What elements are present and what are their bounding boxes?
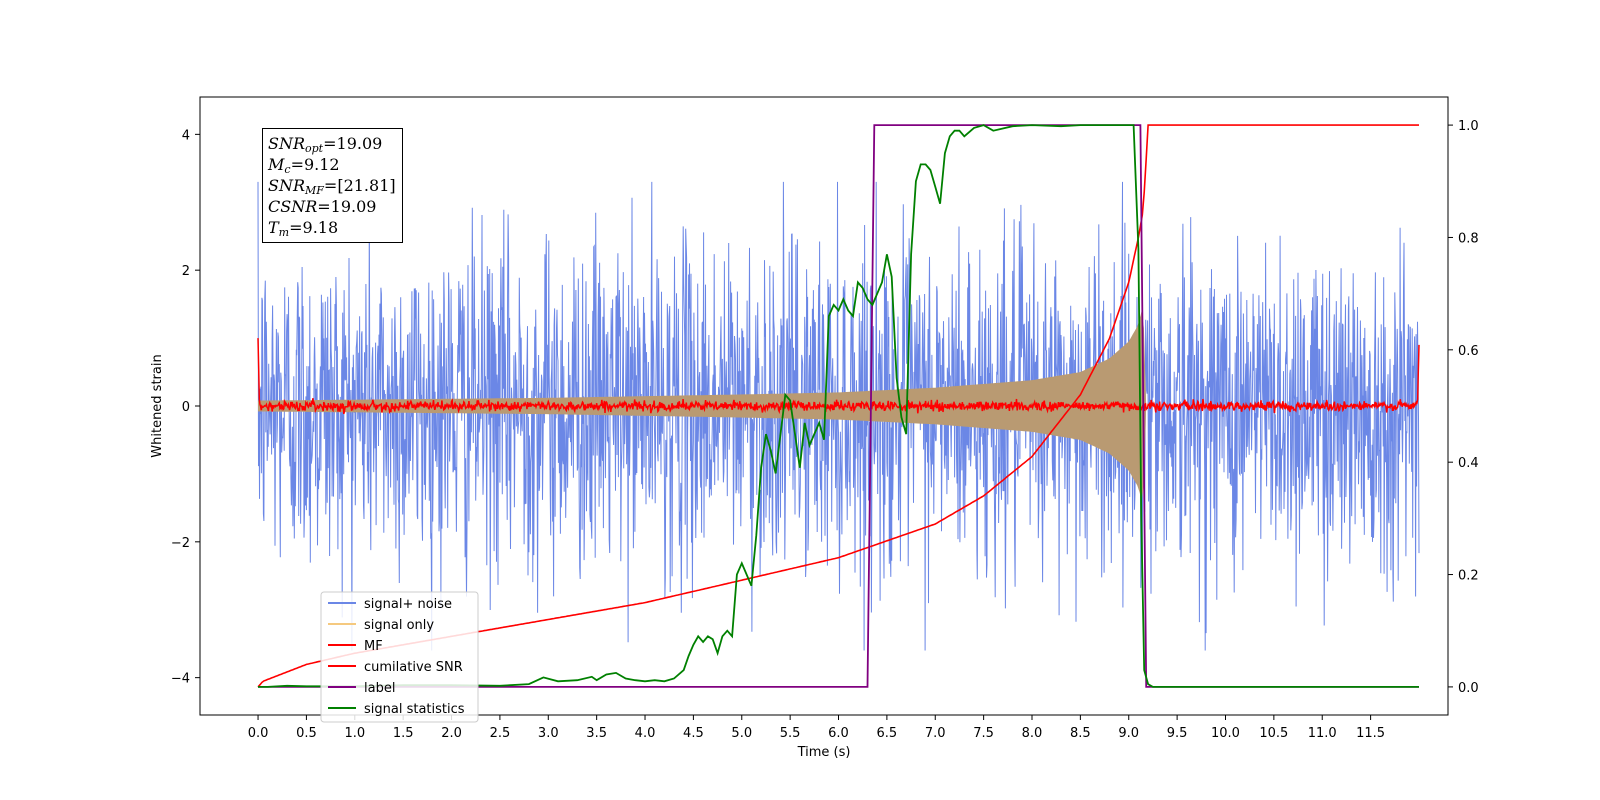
legend-label-mf: MF — [364, 639, 383, 654]
annotation-value: =9.18 — [289, 218, 339, 237]
x-tick-label: 1.5 — [393, 726, 414, 741]
annotation-subscript: opt — [305, 142, 324, 155]
x-tick-label: 7.0 — [925, 726, 946, 741]
x-tick-label: 2.0 — [441, 726, 462, 741]
x-tick-label: 6.0 — [828, 726, 849, 741]
x-tick-label: 1.0 — [344, 726, 365, 741]
x-tick-label: 10.5 — [1259, 726, 1288, 741]
x-tick-label: 6.5 — [877, 726, 898, 741]
x-tick-label: 7.5 — [973, 726, 994, 741]
y2-tick-label: 0.6 — [1458, 344, 1479, 359]
series-mf — [257, 338, 1420, 415]
annotation-symbol: T — [268, 218, 279, 237]
y2-tick-label: 0.4 — [1458, 456, 1479, 471]
x-tick-label: 10.0 — [1211, 726, 1240, 741]
x-tick-label: 0.5 — [296, 726, 317, 741]
annotation-subscript: m — [278, 226, 290, 239]
y-tick-label: 0 — [182, 400, 190, 415]
legend-label-cumulative-snr: cumilative SNR — [364, 660, 463, 675]
annotation-value: =19.09 — [317, 197, 377, 216]
annotation-box: SNRopt=19.09 Mc=9.12 SNRMF=[21.81] CSNR=… — [262, 128, 403, 243]
annotation-symbol: SNR — [268, 176, 306, 195]
y-tick-label: −2 — [171, 536, 190, 551]
y2-tick-label: 1.0 — [1458, 119, 1479, 134]
annotation-symbol: M — [268, 155, 285, 174]
x-tick-label: 3.0 — [538, 726, 559, 741]
x-tick-label: 11.0 — [1308, 726, 1337, 741]
legend-label-signal-only: signal only — [364, 618, 434, 633]
annotation-subscript: MF — [305, 184, 324, 197]
y-tick-label: 4 — [182, 128, 190, 143]
x-axis-label: Time (s) — [797, 745, 851, 760]
y-tick-label: 2 — [182, 264, 190, 279]
x-tick-label: 3.5 — [586, 726, 607, 741]
series-signal-plus-noise — [257, 181, 1420, 651]
x-axis-ticks: 0.0 0.5 1.0 1.5 2.0 2.5 3.0 3.5 4.0 4.5 5.0 5.5 6.0 6… — [248, 715, 1385, 741]
y2-tick-label: 0.0 — [1458, 681, 1479, 696]
x-tick-label: 11.5 — [1356, 726, 1385, 741]
x-tick-label: 9.5 — [1167, 726, 1188, 741]
legend: signal+ noise signal only MF cumilative … — [320, 591, 479, 723]
x-tick-label: 5.0 — [731, 726, 752, 741]
annotation-snr-mf: SNRMF=[21.81] — [268, 175, 396, 196]
x-tick-label: 4.0 — [635, 726, 656, 741]
x-tick-label: 9.0 — [1118, 726, 1139, 741]
legend-frame — [320, 591, 479, 723]
annotation-value: =19.09 — [323, 134, 383, 153]
x-tick-label: 5.5 — [780, 726, 801, 741]
y2-tick-label: 0.2 — [1458, 569, 1479, 584]
annotation-value: =[21.81] — [323, 176, 396, 195]
legend-label-label: label — [364, 681, 395, 696]
legend-label-signal-statistics: signal statistics — [364, 702, 465, 717]
y-axis-ticks: 4 2 0 −2 −4 — [171, 128, 200, 687]
y-axis-label: Whitened strain — [150, 354, 165, 457]
x-tick-label: 0.0 — [248, 726, 269, 741]
x-tick-label: 2.5 — [490, 726, 511, 741]
annotation-mc: Mc=9.12 — [268, 154, 396, 175]
x-tick-label: 4.5 — [683, 726, 704, 741]
y2-tick-label: 0.8 — [1458, 231, 1479, 246]
series-signal-only-lower — [258, 406, 1147, 502]
annotation-subscript: c — [284, 163, 291, 176]
annotation-symbol: CSNR — [268, 197, 318, 216]
annotation-csnr: CSNR=19.09 — [268, 196, 396, 217]
annotation-value: =9.12 — [290, 155, 340, 174]
annotation-snr-opt: SNRopt=19.09 — [268, 133, 396, 154]
x-tick-label: 8.5 — [1070, 726, 1091, 741]
legend-label-signal-plus-noise: signal+ noise — [364, 597, 452, 612]
annotation-symbol: SNR — [268, 134, 306, 153]
y-tick-label: −4 — [171, 672, 190, 687]
x-tick-label: 8.0 — [1022, 726, 1043, 741]
series-signal-only-upper — [258, 310, 1147, 406]
y2-axis-ticks: 1.0 0.8 0.6 0.4 0.2 0.0 — [1448, 119, 1479, 696]
annotation-tm: Tm=9.18 — [268, 217, 396, 238]
series-signal-statistics — [258, 124, 1419, 688]
